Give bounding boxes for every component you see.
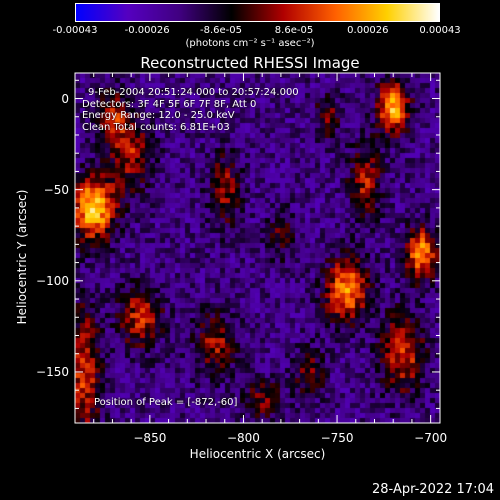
- y-tick-label: −150: [36, 364, 69, 379]
- x-tick-label: −700: [414, 431, 448, 445]
- colorbar: [75, 3, 440, 22]
- colorbar-tick-label: 0.00026: [347, 25, 389, 36]
- peak-position-label: Position of Peak = [-872,-60]: [94, 397, 238, 408]
- colorbar-tick-label: -0.00043: [52, 25, 98, 36]
- annotation-line: Clean Total counts: 6.81E+03: [82, 121, 230, 133]
- chart-title: Reconstructed RHESSI Image: [140, 54, 360, 72]
- annotation-line: 9-Feb-2004 20:51:24.000 to 20:57:24.000: [88, 87, 299, 98]
- y-tick-label: −100: [36, 273, 69, 288]
- heatmap-image: [75, 73, 440, 423]
- annotation-line: Energy Range: 12.0 - 25.0 keV: [82, 110, 235, 121]
- y-axis-label: Heliocentric Y (arcsec): [15, 189, 29, 325]
- datestamp: 28-Apr-2022 17:04: [372, 482, 494, 497]
- y-tick-label: 0: [61, 91, 69, 106]
- colorbar-tick-label: 0.00043: [419, 25, 461, 36]
- x-tick-label: −850: [133, 431, 167, 445]
- x-tick-label: −800: [226, 431, 260, 445]
- x-axis-label: Heliocentric X (arcsec): [189, 447, 326, 461]
- colorbar-tick-label: -0.00026: [124, 25, 170, 36]
- plot-border: [74, 72, 441, 424]
- annotation-line: Detectors: 3F 4F 5F 6F 7F 8F, Att 0: [82, 98, 257, 110]
- x-tick-label: −750: [320, 431, 354, 445]
- y-tick-label: −50: [43, 182, 69, 197]
- colorbar-tick-label: -8.6e-05: [200, 25, 242, 36]
- colorbar-tick-label: 8.6e-05: [274, 25, 314, 36]
- colorbar-unit: (photons cm⁻² s⁻¹ asec⁻²): [185, 38, 315, 49]
